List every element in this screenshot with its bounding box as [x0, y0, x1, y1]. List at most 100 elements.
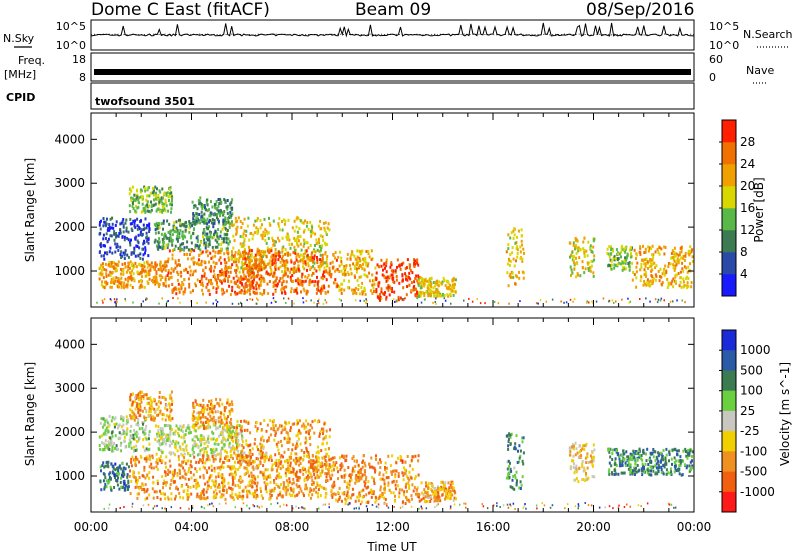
- range-cell: [100, 254, 103, 258]
- range-cell: [171, 283, 174, 286]
- range-cell: [442, 276, 445, 280]
- range-cell: [293, 249, 296, 253]
- range-cell: [572, 241, 575, 245]
- range-cell: [347, 273, 350, 276]
- range-cell: [254, 492, 257, 496]
- range-cell: [263, 481, 266, 485]
- range-cell: [296, 241, 299, 245]
- range-cell: [639, 279, 642, 283]
- range-cell: [192, 256, 195, 260]
- colorbar-tick-label: 4: [740, 267, 748, 281]
- range-cell: [182, 466, 185, 470]
- range-cell: [119, 281, 122, 285]
- range-cell: [107, 481, 110, 485]
- power-colorbar-label: Power [dB]: [752, 177, 766, 242]
- range-cell: [163, 470, 166, 474]
- range-cell: [358, 249, 361, 253]
- range-cell: [128, 262, 130, 266]
- range-cell: [231, 403, 234, 407]
- range-cell: [280, 475, 283, 479]
- range-cell: [375, 277, 378, 281]
- range-cell: [255, 261, 258, 264]
- range-cell: [223, 423, 226, 427]
- range-cell: [521, 257, 524, 261]
- range-cell: [170, 390, 173, 394]
- range-cell: [228, 265, 231, 269]
- range-cell: [203, 424, 205, 428]
- range-cell: [269, 492, 272, 496]
- range-cell: [506, 271, 509, 275]
- range-cell: [335, 258, 338, 262]
- range-cell: [230, 431, 233, 435]
- range-cell: [188, 285, 191, 289]
- range-cell: [227, 217, 230, 221]
- range-cell: [581, 266, 584, 269]
- range-cell: [111, 216, 114, 220]
- range-cell: [254, 264, 257, 268]
- range-cell: [182, 436, 185, 440]
- range-cell: [212, 286, 215, 290]
- range-cell: [187, 423, 190, 427]
- range-cell: [308, 490, 311, 494]
- range-cell: [673, 268, 676, 272]
- range-cell: [100, 268, 103, 272]
- range-cell: [282, 274, 285, 278]
- range-cell: [628, 301, 630, 304]
- range-cell: [158, 274, 161, 278]
- range-cell: [476, 298, 478, 301]
- range-cell: [630, 248, 633, 252]
- range-cell: [197, 238, 199, 242]
- range-cell: [136, 440, 138, 444]
- range-cell: [226, 204, 229, 208]
- range-cell: [326, 479, 329, 483]
- range-cell: [110, 264, 113, 268]
- range-cell: [252, 467, 255, 471]
- range-cell: [154, 265, 157, 269]
- range-cell: [164, 198, 167, 202]
- cpid-panel-frame: [90, 82, 695, 110]
- range-cell: [635, 265, 638, 269]
- range-cell: [274, 252, 277, 255]
- range-cell: [138, 227, 141, 231]
- range-cell: [383, 293, 386, 296]
- range-cell: [287, 467, 289, 471]
- range-cell: [231, 212, 234, 216]
- range-cell: [137, 395, 140, 399]
- range-cell: [260, 268, 263, 272]
- range-cell: [167, 257, 170, 261]
- range-cell: [340, 256, 343, 260]
- range-cell: [298, 255, 301, 259]
- range-cell: [254, 259, 257, 263]
- range-cell: [208, 230, 211, 234]
- range-cell: [212, 249, 215, 253]
- range-cell: [173, 471, 176, 475]
- range-cell: [102, 254, 105, 258]
- range-cell: [207, 254, 209, 258]
- range-cell: [116, 472, 119, 475]
- range-cell: [299, 259, 302, 263]
- range-cell: [129, 469, 131, 473]
- range-cell: [240, 260, 243, 264]
- range-cell: [214, 457, 217, 461]
- y-tick-label: 3000: [54, 176, 85, 190]
- range-cell: [257, 457, 259, 461]
- range-cell: [164, 234, 167, 238]
- range-cell: [396, 265, 398, 269]
- range-cell: [221, 463, 224, 467]
- range-cell: [179, 472, 182, 476]
- range-cell: [156, 280, 159, 284]
- range-cell: [622, 261, 624, 265]
- range-cell: [109, 477, 112, 481]
- range-cell: [261, 234, 264, 238]
- range-cell: [199, 262, 202, 266]
- range-cell: [219, 495, 222, 499]
- range-cell: [109, 285, 112, 289]
- range-cell: [205, 285, 208, 289]
- range-cell: [620, 250, 623, 254]
- range-cell: [239, 460, 241, 464]
- range-cell: [177, 441, 180, 445]
- range-cell: [247, 245, 250, 249]
- range-cell: [231, 487, 234, 491]
- range-cell: [153, 223, 156, 227]
- range-cell: [235, 260, 237, 264]
